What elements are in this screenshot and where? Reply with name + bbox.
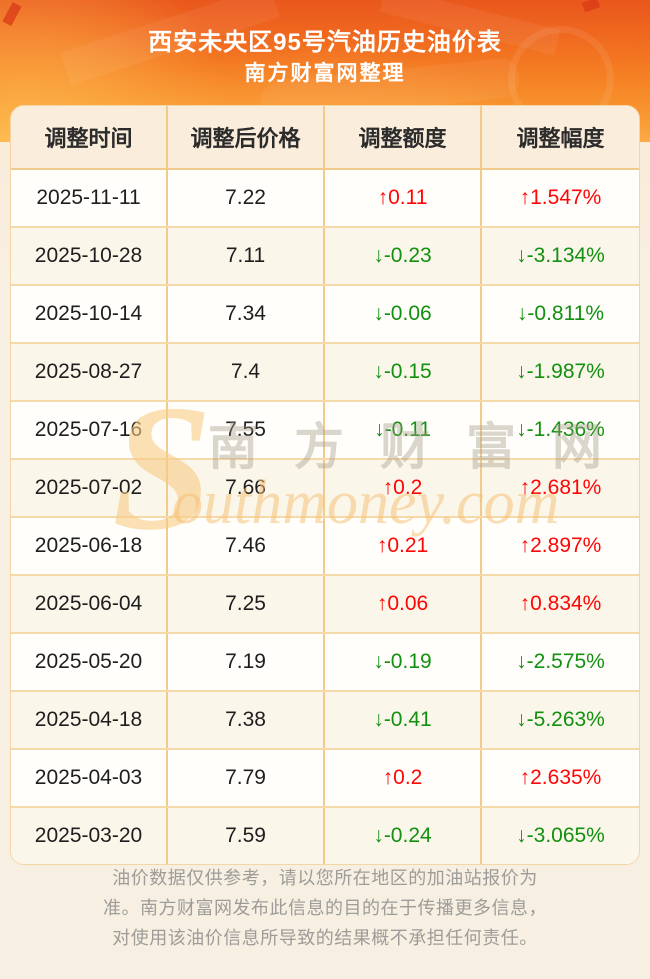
table-row: 2025-08-27 7.4 ↓-0.15 ↓-1.987% bbox=[11, 344, 639, 402]
cell-price: 7.25 bbox=[168, 576, 325, 632]
cell-price: 7.38 bbox=[168, 692, 325, 748]
cell-change: ↑0.2 bbox=[325, 750, 482, 806]
cell-date: 2025-08-27 bbox=[11, 344, 168, 400]
cell-price: 7.66 bbox=[168, 460, 325, 516]
cell-date: 2025-04-03 bbox=[11, 750, 168, 806]
cell-price: 7.22 bbox=[168, 170, 325, 226]
disclaimer-line: 油价数据仅供参考，请以您所在地区的加油站报价为 bbox=[112, 868, 538, 888]
cell-percent: ↑0.834% bbox=[519, 592, 602, 615]
cell-date: 2025-03-20 bbox=[11, 808, 168, 864]
cell-change: ↓-0.24 bbox=[325, 808, 482, 864]
table-row: 2025-07-16 7.55 ↓-0.11 ↓-1.436% bbox=[11, 402, 639, 460]
table-row: 2025-10-14 7.34 ↓-0.06 ↓-0.811% bbox=[11, 286, 639, 344]
table-row: 2025-03-20 7.59 ↓-0.24 ↓-3.065% bbox=[11, 808, 639, 864]
cell-percent: ↓-3.134% bbox=[516, 244, 605, 267]
cell-change: ↓-0.41 bbox=[325, 692, 482, 748]
cell-date: 2025-06-18 bbox=[11, 518, 168, 574]
table-body: 2025-11-11 7.22 ↑0.11 ↑1.547% 2025-10-28… bbox=[11, 170, 639, 864]
cell-change: ↑0.11 bbox=[325, 170, 482, 226]
cell-price: 7.19 bbox=[168, 634, 325, 690]
cell-price: 7.59 bbox=[168, 808, 325, 864]
cell-percent: ↑2.635% bbox=[519, 766, 602, 789]
disclaimer-text: 油价数据仅供参考，请以您所在地区的加油站报价为 准。南方财富网发布此信息的目的在… bbox=[0, 863, 650, 953]
cell-date: 2025-10-28 bbox=[11, 228, 168, 284]
cell-percent: ↓-0.811% bbox=[516, 302, 605, 325]
cell-percent: ↓-5.263% bbox=[516, 708, 605, 731]
cell-price: 7.55 bbox=[168, 402, 325, 458]
cell-percent: ↓-3.065% bbox=[516, 824, 605, 847]
table-row: 2025-05-20 7.19 ↓-0.19 ↓-2.575% bbox=[11, 634, 639, 692]
cell-price: 7.46 bbox=[168, 518, 325, 574]
cell-percent: ↓-2.575% bbox=[516, 650, 605, 673]
table-row: 2025-06-04 7.25 ↑0.06 ↑0.834% bbox=[11, 576, 639, 634]
disclaimer-line: 准。南方财富网发布此信息的目的在于传播更多信息， bbox=[103, 898, 547, 918]
cell-change: ↓-0.06 bbox=[325, 286, 482, 342]
column-header-adjust-amount: 调整额度 bbox=[325, 106, 482, 168]
cell-change: ↑0.21 bbox=[325, 518, 482, 574]
hero-red-accent bbox=[581, 0, 601, 13]
cell-date: 2025-10-14 bbox=[11, 286, 168, 342]
cell-percent: ↑2.897% bbox=[519, 534, 602, 557]
cell-date: 2025-07-02 bbox=[11, 460, 168, 516]
page-title: 西安未央区95号汽油历史油价表 bbox=[148, 29, 502, 56]
cell-date: 2025-07-16 bbox=[11, 402, 168, 458]
cell-change: ↓-0.19 bbox=[325, 634, 482, 690]
cell-price: 7.4 bbox=[168, 344, 325, 400]
cell-percent: ↑1.547% bbox=[519, 186, 602, 209]
cell-percent: ↑2.681% bbox=[519, 476, 602, 499]
cell-date: 2025-05-20 bbox=[11, 634, 168, 690]
cell-percent: ↓-1.436% bbox=[516, 418, 605, 441]
table-header-row: 调整时间 调整后价格 调整额度 调整幅度 bbox=[11, 106, 639, 170]
disclaimer-line: 对使用该油价信息所导致的结果概不承担任何责任。 bbox=[112, 928, 538, 948]
cell-change: ↓-0.23 bbox=[325, 228, 482, 284]
table-row: 2025-11-11 7.22 ↑0.11 ↑1.547% bbox=[11, 170, 639, 228]
table-row: 2025-07-02 7.66 ↑0.2 ↑2.681% bbox=[11, 460, 639, 518]
table-row: 2025-06-18 7.46 ↑0.21 ↑2.897% bbox=[11, 518, 639, 576]
cell-change: ↑0.06 bbox=[325, 576, 482, 632]
table-row: 2025-04-03 7.79 ↑0.2 ↑2.635% bbox=[11, 750, 639, 808]
table-row: 2025-04-18 7.38 ↓-0.41 ↓-5.263% bbox=[11, 692, 639, 750]
table-row: 2025-10-28 7.11 ↓-0.23 ↓-3.134% bbox=[11, 228, 639, 286]
column-header-adjust-rate: 调整幅度 bbox=[516, 126, 605, 151]
cell-price: 7.11 bbox=[168, 228, 325, 284]
cell-change: ↓-0.11 bbox=[325, 402, 482, 458]
cell-date: 2025-11-11 bbox=[11, 170, 168, 226]
cell-price: 7.79 bbox=[168, 750, 325, 806]
column-header-adjust-time: 调整时间 bbox=[11, 106, 168, 168]
cell-price: 7.34 bbox=[168, 286, 325, 342]
cell-date: 2025-06-04 bbox=[11, 576, 168, 632]
column-header-adjusted-price: 调整后价格 bbox=[168, 106, 325, 168]
cell-change: ↓-0.15 bbox=[325, 344, 482, 400]
page-subtitle: 南方财富网整理 bbox=[244, 62, 406, 85]
price-table-card: 调整时间 调整后价格 调整额度 调整幅度 2025-11-11 7.22 ↑0.… bbox=[10, 105, 640, 865]
cell-date: 2025-04-18 bbox=[11, 692, 168, 748]
cell-change: ↑0.2 bbox=[325, 460, 482, 516]
cell-percent: ↓-1.987% bbox=[516, 360, 605, 383]
